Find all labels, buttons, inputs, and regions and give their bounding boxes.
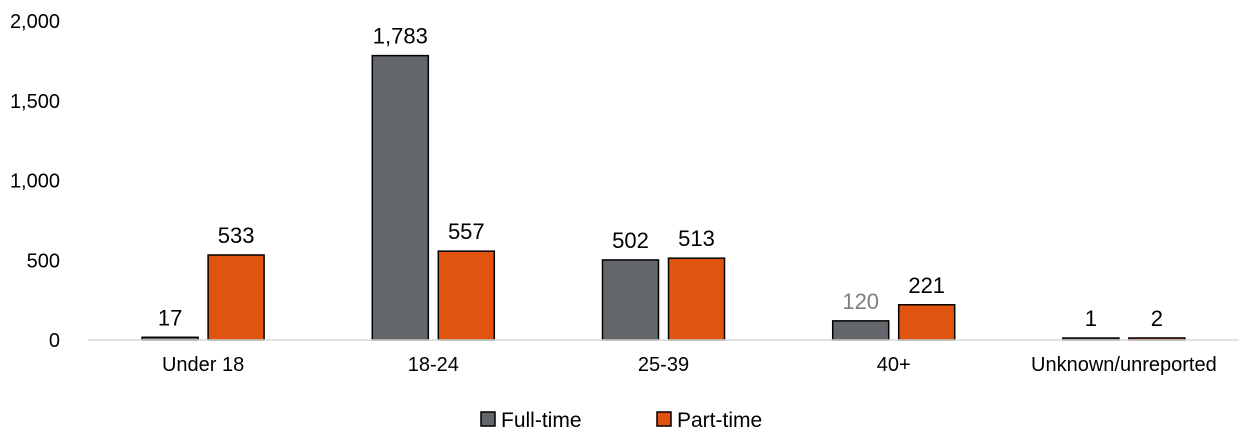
- bar-full-time: [371, 54, 430, 341]
- data-label: 513: [678, 226, 715, 251]
- data-label: 221: [908, 273, 945, 298]
- x-axis: Under 18 18-24 25-39 40+ Unknown/unreported: [88, 339, 1239, 376]
- legend: Full-time Part-time: [480, 409, 762, 432]
- x-tick-label: 25-39: [638, 354, 689, 376]
- x-tick-label: Under 18: [162, 354, 244, 376]
- x-tick-label: 40+: [877, 354, 911, 376]
- bar-part-time: [897, 304, 956, 341]
- legend-swatch-part-time: [656, 411, 672, 427]
- x-tick-label: 18-24: [408, 354, 459, 376]
- y-tick-label: 1,500: [10, 91, 60, 113]
- data-label: 557: [448, 219, 485, 244]
- y-tick-label: 2,000: [10, 11, 60, 33]
- bar-part-time: [667, 257, 726, 341]
- bar-full-time: [831, 320, 890, 341]
- bar-full-time: [601, 259, 660, 341]
- data-label: 2: [1151, 306, 1163, 331]
- data-label: 120: [842, 289, 879, 314]
- y-axis: 0 500 1,000 1,500 2,000: [10, 11, 60, 352]
- y-tick-label: 1,000: [10, 171, 60, 193]
- legend-swatch-full-time: [480, 411, 496, 427]
- data-label: 533: [218, 223, 255, 248]
- legend-label: Full-time: [501, 409, 582, 432]
- legend-label: Part-time: [677, 409, 762, 432]
- data-label: 17: [158, 305, 182, 330]
- bar-part-time: [207, 254, 265, 341]
- y-tick-label: 500: [27, 250, 60, 272]
- bars: 17 533 1,783 557 502 513 120 221 1 2: [141, 24, 1186, 341]
- x-tick-label: Unknown/unreported: [1031, 354, 1217, 376]
- y-tick-label: 0: [49, 330, 60, 352]
- data-label: 502: [612, 228, 649, 253]
- bar-part-time: [437, 250, 496, 341]
- data-label: 1,783: [373, 24, 428, 49]
- data-label: 1: [1085, 306, 1097, 331]
